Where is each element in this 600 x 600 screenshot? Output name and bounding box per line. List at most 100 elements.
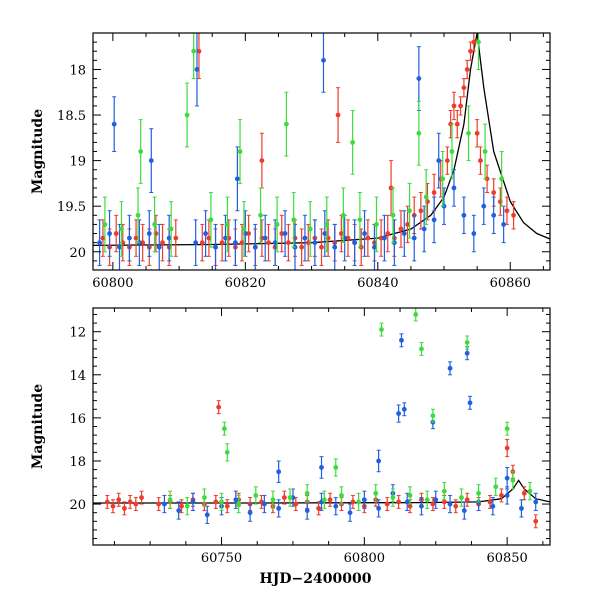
data-point (424, 497, 430, 503)
data-point (451, 103, 457, 109)
data-point (340, 212, 346, 218)
data-point (521, 490, 527, 496)
y-tick-label: 20 (69, 246, 86, 261)
data-point (139, 495, 144, 500)
data-point (324, 222, 330, 227)
data-point (156, 244, 162, 250)
data-point (461, 508, 467, 513)
y-tick-label: 12 (69, 326, 86, 341)
data-point (482, 149, 488, 154)
data-point (378, 235, 384, 241)
data-point (305, 240, 311, 246)
data-point (401, 231, 407, 236)
data-point (107, 231, 112, 236)
data-point (478, 158, 483, 164)
y-tick-label: 19 (69, 155, 86, 170)
data-point (461, 212, 467, 218)
data-point (357, 217, 363, 223)
data-point (133, 501, 139, 507)
data-point (237, 149, 243, 154)
data-point (285, 240, 291, 246)
data-point (276, 505, 282, 511)
data-point (191, 48, 197, 54)
x-tick-label: 60840 (357, 276, 398, 291)
data-point (493, 484, 499, 490)
data-point (184, 503, 190, 509)
y-tick-label: 14 (69, 369, 86, 384)
data-point (127, 235, 132, 241)
data-point (135, 212, 141, 218)
data-point (458, 103, 463, 109)
series-green (167, 308, 533, 516)
data-point (316, 505, 322, 511)
data-point (332, 244, 338, 250)
data-point (527, 488, 533, 494)
data-point (504, 445, 510, 451)
data-point (321, 57, 326, 63)
data-point (266, 240, 271, 246)
data-point (194, 67, 200, 72)
data-point (262, 235, 268, 241)
data-point (224, 449, 230, 455)
y-tick-label: 16 (69, 412, 86, 427)
data-point (431, 217, 437, 223)
data-point (219, 499, 224, 505)
data-point (436, 158, 442, 164)
data-point (411, 235, 417, 241)
data-point (168, 226, 174, 232)
data-point (449, 149, 455, 154)
data-point (252, 244, 258, 250)
data-point (253, 493, 259, 498)
data-point (459, 495, 464, 500)
data-point (299, 244, 305, 250)
data-point (350, 139, 356, 145)
data-point (404, 499, 410, 505)
data-point (113, 231, 119, 236)
data-point (466, 130, 471, 136)
y-tick-label: 18.5 (57, 109, 86, 124)
data-point (162, 501, 167, 507)
data-point (333, 465, 339, 470)
data-point (319, 465, 324, 470)
data-point (307, 226, 313, 232)
data-point (224, 503, 230, 509)
data-point (208, 217, 214, 223)
data-point (441, 488, 447, 494)
data-point (464, 350, 470, 356)
data-point (321, 497, 327, 503)
data-point (199, 240, 205, 246)
data-point (347, 510, 353, 516)
data-point (365, 235, 371, 241)
data-point (490, 503, 496, 509)
data-point (419, 346, 424, 352)
data-point (405, 222, 411, 227)
data-point (276, 469, 282, 475)
data-point (272, 240, 278, 246)
data-point (232, 240, 238, 246)
data-point (274, 222, 280, 227)
y-axis-title: Magnitude (30, 109, 46, 194)
data-point (117, 244, 122, 250)
data-point (533, 499, 539, 505)
data-point (481, 203, 487, 209)
data-point (133, 235, 139, 241)
data-point (510, 477, 516, 483)
series-green (102, 33, 505, 257)
data-point (476, 39, 481, 45)
data-point (339, 493, 344, 498)
data-point (102, 222, 108, 227)
data-point (421, 226, 427, 232)
data-point (407, 503, 413, 509)
data-point (407, 208, 412, 214)
data-point (213, 244, 218, 250)
data-point (176, 508, 182, 513)
data-point (376, 505, 382, 511)
data-point (138, 149, 144, 154)
data-point (97, 240, 103, 246)
data-point (152, 222, 157, 227)
data-point (511, 212, 516, 218)
data-point (471, 231, 477, 236)
data-point (474, 130, 480, 136)
data-point (111, 121, 117, 127)
